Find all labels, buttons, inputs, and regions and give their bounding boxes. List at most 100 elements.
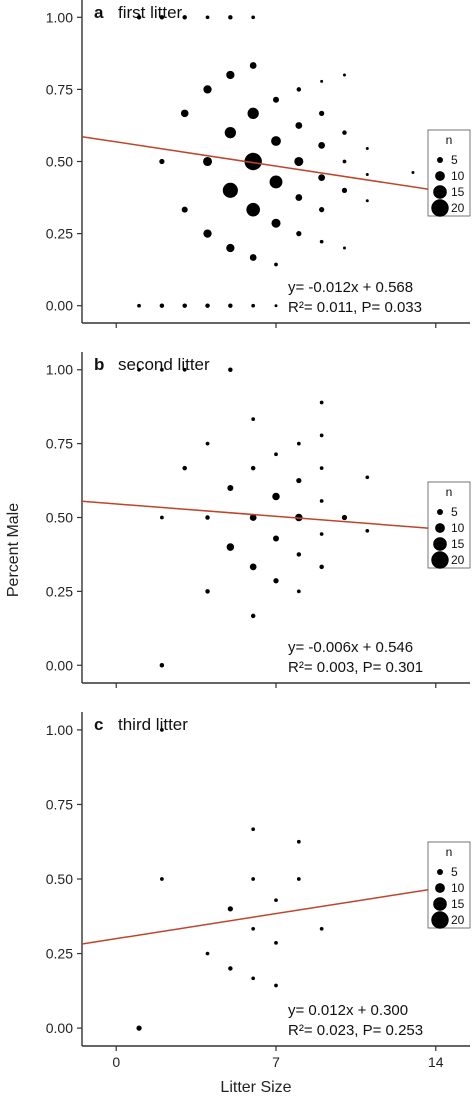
data-point xyxy=(318,174,326,182)
data-point xyxy=(203,229,212,238)
data-point xyxy=(365,475,370,480)
data-point xyxy=(296,477,302,484)
y-tick-label: 0.75 xyxy=(46,796,73,812)
data-point xyxy=(249,514,257,521)
data-point xyxy=(342,73,346,77)
data-point xyxy=(222,182,238,198)
x-tick-label: 0 xyxy=(112,1054,120,1070)
regression-stats: R²= 0.003, P= 0.301 xyxy=(288,659,423,676)
data-point xyxy=(244,152,262,171)
y-tick-label: 1.00 xyxy=(46,722,73,738)
data-point xyxy=(411,170,415,174)
legend-key-dot xyxy=(431,911,449,929)
y-tick-label: 1.00 xyxy=(46,9,73,25)
data-point xyxy=(182,465,187,471)
panel-b: 0.00 0.25 0.50 0.75 1.00 b second litter y= -0.… xyxy=(46,352,471,688)
data-point xyxy=(319,532,324,536)
data-point xyxy=(251,827,256,832)
y-tick-label: 0.50 xyxy=(46,871,73,887)
regression-equation: y= -0.006x + 0.546 xyxy=(288,639,413,656)
data-point xyxy=(205,441,210,446)
regression-line xyxy=(81,135,471,197)
data-point xyxy=(319,499,324,503)
data-point xyxy=(251,877,256,881)
data-point xyxy=(319,926,324,931)
y-axis-title: Percent Male xyxy=(5,503,22,597)
data-point xyxy=(319,466,324,471)
y-tick-label: 0.75 xyxy=(46,81,73,97)
data-point xyxy=(319,564,324,570)
y-tick-label: 0.00 xyxy=(46,1020,73,1036)
data-point xyxy=(342,130,347,135)
x-tick-label: 7 xyxy=(272,1054,280,1070)
data-point xyxy=(296,230,302,237)
legend-key-dot xyxy=(433,537,447,551)
data-point xyxy=(365,172,369,176)
data-point xyxy=(274,983,278,988)
y-tick-label: 0.25 xyxy=(46,583,73,599)
legend-key-dot xyxy=(433,897,447,911)
legend-key-dot xyxy=(431,199,449,217)
data-point xyxy=(319,433,324,438)
panel-title: second litter xyxy=(118,355,210,374)
data-point xyxy=(250,613,256,619)
panel-letter: a xyxy=(94,3,104,22)
data-point xyxy=(319,239,324,244)
data-point xyxy=(319,400,324,405)
data-point xyxy=(296,877,301,881)
panel-letter: b xyxy=(94,355,104,374)
data-point xyxy=(365,199,369,203)
regression-equation: y= -0.012x + 0.568 xyxy=(288,279,413,296)
data-point xyxy=(180,109,189,118)
legend-key-dot xyxy=(435,883,445,893)
panels: 0.00 0.25 0.50 0.75 1.00 a first litter y= -0.0… xyxy=(46,0,471,1070)
data-point xyxy=(251,926,256,931)
data-point xyxy=(273,96,279,103)
size-legend: n 5 10 15 20 xyxy=(427,481,471,569)
data-point xyxy=(273,535,279,542)
data-point xyxy=(227,906,233,912)
data-point xyxy=(228,15,233,20)
data-point xyxy=(251,976,256,981)
regression-stats: R²= 0.023, P= 0.253 xyxy=(288,1022,423,1039)
data-point xyxy=(159,663,165,668)
y-tick-label: 0.75 xyxy=(46,436,73,452)
data-point xyxy=(227,484,234,491)
data-point xyxy=(295,194,303,201)
data-point xyxy=(224,127,237,139)
data-point xyxy=(205,15,210,20)
data-point xyxy=(203,156,213,167)
data-point xyxy=(205,589,210,594)
legend-title: n xyxy=(446,485,453,499)
regression-line xyxy=(81,500,471,533)
data-point xyxy=(246,202,260,217)
legend-key-dot xyxy=(431,551,449,569)
y-tick-label: 0.25 xyxy=(46,226,73,242)
data-point xyxy=(269,175,283,189)
data-point xyxy=(271,218,281,228)
data-point xyxy=(203,85,212,94)
regression-line xyxy=(81,882,471,945)
data-point xyxy=(137,367,141,372)
y-tick-label: 1.00 xyxy=(46,362,73,378)
data-point xyxy=(136,1025,142,1031)
panel-letter: c xyxy=(94,715,103,734)
data-point xyxy=(249,563,257,571)
data-point xyxy=(319,110,325,116)
data-point xyxy=(274,452,278,457)
data-point xyxy=(249,254,257,261)
size-legend: n 5 10 15 20 xyxy=(427,129,471,217)
data-point xyxy=(181,206,188,213)
data-point xyxy=(296,839,301,844)
data-point xyxy=(228,303,233,308)
data-point xyxy=(182,15,187,20)
panel-a: 0.00 0.25 0.50 0.75 1.00 a first litter y= -0.0… xyxy=(46,0,471,328)
legend-key-label: 5 xyxy=(451,865,458,879)
data-point xyxy=(341,187,348,193)
data-point xyxy=(205,515,210,520)
data-point xyxy=(271,136,281,146)
legend-key-label: 15 xyxy=(451,897,465,911)
data-point xyxy=(159,303,165,308)
legend-key-label: 15 xyxy=(451,537,465,551)
